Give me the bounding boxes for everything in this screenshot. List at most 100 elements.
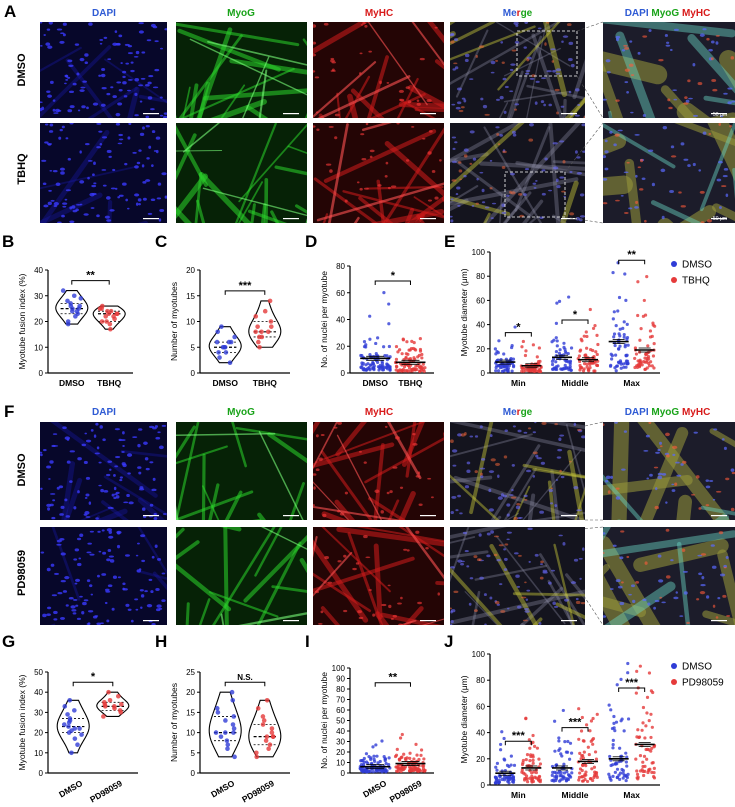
data-point [645,274,649,279]
data-point [636,777,640,781]
merge-letters-green-b: ge [520,407,533,418]
data-point [231,714,237,719]
data-point [613,729,617,733]
data-point [215,710,221,715]
data-point [372,754,376,758]
data-point [584,773,588,777]
data-point [526,780,530,784]
x-tick-label: DMSO [57,778,84,800]
data-point [624,751,628,755]
channel-label-myog-bottom: MyoG [227,407,255,418]
data-point [646,355,651,359]
data-point [534,770,538,775]
panel-letter-a: A [4,2,17,21]
x-tick-label: Max [623,378,640,388]
significance-bracket [618,687,646,693]
merge-letters-green: ge [520,8,533,19]
data-point [617,332,621,336]
data-point [111,704,117,709]
y-axis-label: Myotube fusion index (%) [17,674,27,770]
significance-label: N.S. [237,673,253,682]
scale-bar [561,113,577,115]
data-point [635,769,639,773]
data-point [108,326,113,332]
data-point [419,753,423,757]
data-point [591,778,595,783]
data-point [559,752,563,756]
data-point [588,777,593,781]
data-point [260,714,266,719]
data-point [615,683,619,687]
micrograph-image [603,123,735,223]
data-point [550,362,555,367]
y-tick-label: 90 [336,675,345,684]
data-point [608,754,612,759]
micrograph-myhc-dmso [313,22,444,118]
data-point [266,746,271,752]
scale-bar [561,218,577,220]
micrograph-image [313,422,444,520]
data-point [523,366,527,370]
data-point [613,366,617,370]
significance-bracket [224,681,266,687]
data-point [531,733,535,738]
data-point [497,339,501,343]
data-point [562,341,566,345]
data-point [378,759,382,764]
data-point [376,336,380,340]
data-point [520,366,524,370]
significance-bracket [72,681,114,687]
data-point [224,738,230,743]
data-point [421,766,426,771]
data-point [387,302,391,306]
data-point [585,334,589,339]
data-point [570,771,574,775]
data-point [643,769,647,773]
data-point [381,368,386,372]
data-point [496,780,500,784]
micrograph-image [450,123,585,223]
data-point [579,348,583,352]
data-point [645,757,649,761]
data-point [650,334,654,338]
data-point [256,339,261,345]
data-point [502,757,506,761]
data-point [651,321,655,325]
data-point [648,329,653,333]
data-point [72,726,78,731]
data-point [580,775,584,779]
data-point [216,350,221,355]
scale-bar [561,620,577,622]
micrograph-myhc-pd [313,527,444,625]
data-point [563,740,567,744]
data-point [500,730,504,734]
data-point [609,352,613,356]
data-point [421,362,425,366]
scale-bar [711,113,727,115]
data-point [586,745,590,749]
scale-bar [420,515,436,517]
channel-label-myog-top: MyoG [227,8,255,19]
micrograph-myog-dmso-f [176,422,307,520]
data-point [496,369,501,373]
data-point [585,346,589,350]
data-point [653,324,657,328]
legend-label: TBHQ [682,276,710,287]
y-axis-label: No. of nuclei per myotube [319,271,329,368]
data-point [414,742,418,746]
scale-bar [420,113,436,115]
scale-bar [283,218,299,220]
micrograph-image [603,527,735,625]
data-point [638,754,643,758]
data-point [388,365,392,369]
data-point [580,768,584,773]
data-point [588,307,592,312]
data-point [407,366,412,370]
micrograph-inset-dmso [603,22,735,118]
data-point [100,303,105,309]
data-point [495,350,499,354]
data-point [594,350,598,354]
zoom-line-tbhq-bottom [564,216,604,224]
data-point [416,355,420,359]
data-point [520,768,524,772]
